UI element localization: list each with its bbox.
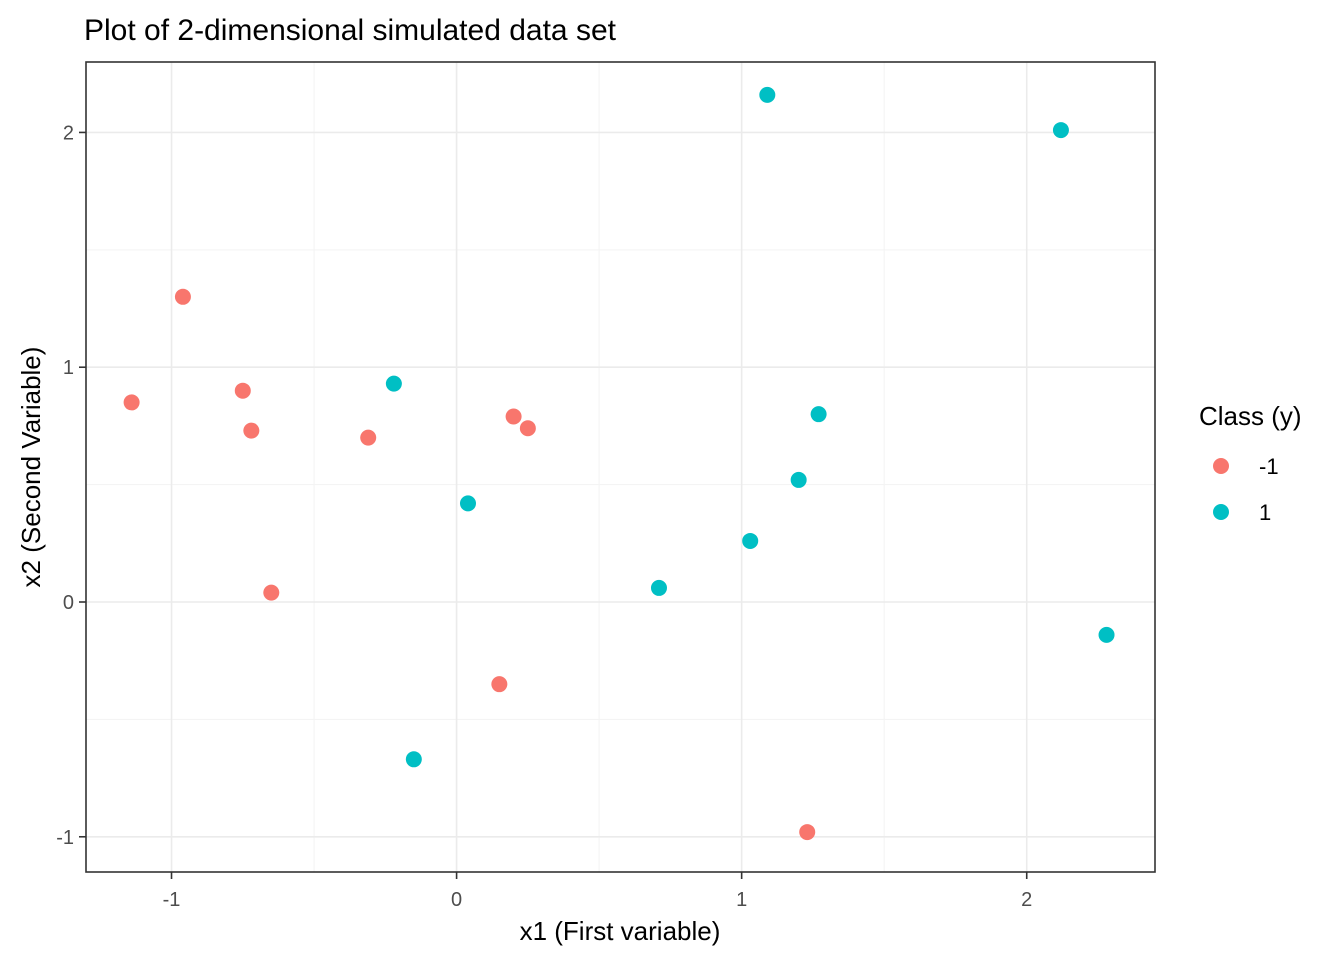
data-point-class-neg1 bbox=[519, 420, 536, 437]
legend-label-class-1: 1 bbox=[1259, 500, 1271, 525]
x-axis-title: x1 (First variable) bbox=[520, 916, 721, 946]
x-tick-label: 1 bbox=[736, 889, 747, 911]
legend-key-class-neg1 bbox=[1213, 458, 1229, 474]
plot-panel-border bbox=[85, 61, 1156, 873]
data-point-class-1 bbox=[459, 495, 476, 512]
data-point-class-neg1 bbox=[505, 408, 522, 425]
data-points bbox=[123, 86, 1115, 841]
x-tick-label: -1 bbox=[163, 889, 181, 911]
data-point-class-1 bbox=[385, 375, 402, 392]
y-tick-label: 1 bbox=[63, 357, 74, 379]
data-point-class-1 bbox=[650, 579, 667, 596]
data-point-class-neg1 bbox=[799, 824, 816, 841]
plot-panel-background bbox=[86, 62, 1155, 872]
major-gridlines bbox=[86, 62, 1155, 872]
data-point-class-1 bbox=[1098, 626, 1115, 643]
data-point-class-1 bbox=[1052, 122, 1069, 139]
data-point-class-1 bbox=[405, 751, 422, 768]
x-axis-ticks: -1 0 1 2 bbox=[163, 872, 1032, 911]
x-tick-label: 2 bbox=[1021, 889, 1032, 911]
y-tick-label: 0 bbox=[63, 592, 74, 614]
x-tick-label: 0 bbox=[451, 889, 462, 911]
legend-title: Class (y) bbox=[1199, 401, 1302, 431]
legend-key-class-1 bbox=[1213, 504, 1229, 520]
data-point-class-neg1 bbox=[174, 288, 191, 305]
y-axis-ticks: -1 0 1 2 bbox=[56, 122, 86, 849]
data-point-class-neg1 bbox=[360, 429, 377, 446]
minor-gridlines bbox=[86, 62, 1155, 872]
data-point-class-1 bbox=[759, 86, 776, 103]
legend: Class (y) -1 1 bbox=[1199, 401, 1302, 525]
data-point-class-1 bbox=[790, 471, 807, 488]
chart-title: Plot of 2-dimensional simulated data set bbox=[84, 14, 617, 47]
data-point-class-1 bbox=[742, 532, 759, 549]
y-axis-title: x2 (Second Variable) bbox=[16, 347, 46, 588]
y-tick-label: -1 bbox=[56, 827, 74, 849]
data-point-class-neg1 bbox=[491, 676, 508, 693]
data-point-class-1 bbox=[810, 406, 827, 423]
y-tick-label: 2 bbox=[63, 122, 74, 144]
legend-label-class-neg1: -1 bbox=[1259, 454, 1279, 479]
data-point-class-neg1 bbox=[123, 394, 140, 411]
data-point-class-neg1 bbox=[263, 584, 280, 601]
data-point-class-neg1 bbox=[234, 382, 251, 399]
data-point-class-neg1 bbox=[243, 422, 260, 439]
